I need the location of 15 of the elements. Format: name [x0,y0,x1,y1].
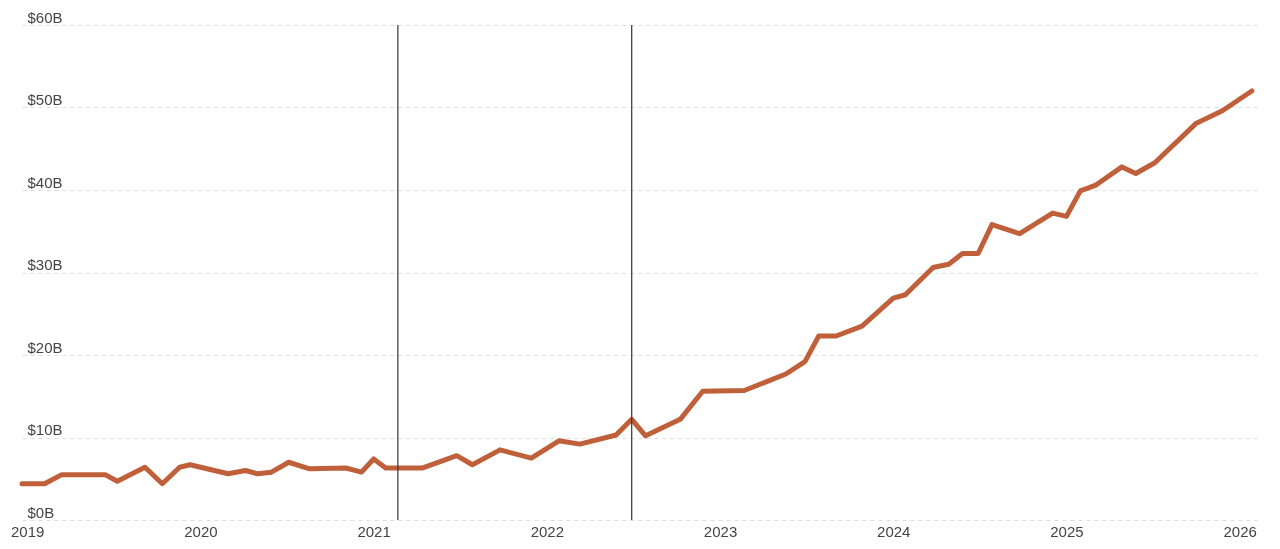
x-tick-label: 2020 [184,522,218,540]
y-tick-label: $10B [27,421,63,438]
y-tick-label: $20B [27,338,63,356]
x-tick-label: 2019 [11,522,45,540]
x-tick-label: 2025 [1050,522,1084,540]
y-tick-label: $50B [27,91,63,108]
y-tick-label: $30B [27,256,63,273]
x-tick-label: 2021 [357,522,391,540]
x-tick-label: 2026 [1223,522,1257,540]
y-tick-label: $60B [27,8,63,26]
x-tick-label: 2024 [877,522,911,540]
x-tick-label: 2022 [530,522,565,540]
y-tick-label: $0B [27,503,55,521]
x-tick-label: 2023 [703,522,738,540]
y-tick-label: $40B [27,173,63,191]
